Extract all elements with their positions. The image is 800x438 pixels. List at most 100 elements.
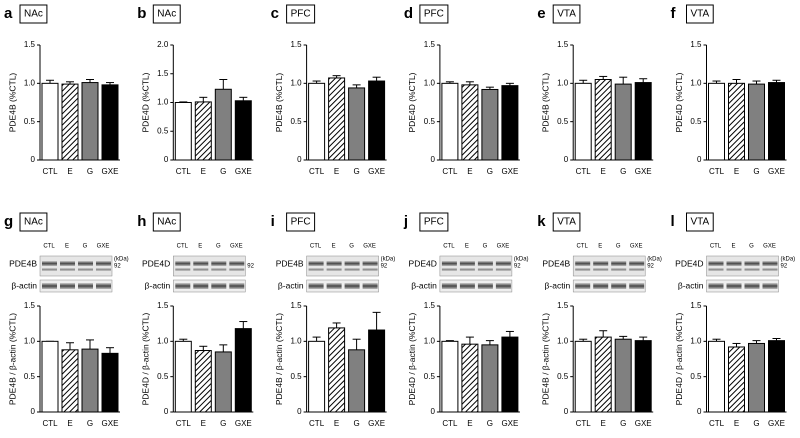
blot-frame — [39, 279, 113, 293]
y-tick-label: 2.0 — [157, 40, 169, 49]
blot-target: PDE4B — [542, 258, 570, 268]
x-tick-label: CTL — [576, 167, 592, 176]
lane-label: G — [749, 244, 754, 250]
x-tick-label: E — [334, 419, 339, 428]
bar — [214, 88, 232, 161]
actin-band — [593, 283, 609, 289]
bar — [214, 351, 232, 413]
region-box — [19, 212, 48, 232]
kda-label: (kDa) — [781, 257, 796, 263]
y-axis-label: PDE4D / β-actin (%CTL) — [141, 312, 151, 405]
y-tick-label: 0.5 — [690, 372, 702, 381]
blot-band — [726, 268, 742, 271]
bar — [81, 82, 99, 161]
region-label: VTA — [691, 9, 710, 20]
kda-label: (kDa) — [647, 257, 662, 263]
panel-letter: k — [537, 213, 546, 230]
panel-letter: h — [137, 213, 146, 230]
bar — [501, 336, 519, 413]
x-tick-label: G — [353, 419, 359, 428]
blot-band — [78, 268, 93, 271]
actin-band — [708, 283, 724, 289]
panel-letter: l — [671, 213, 675, 230]
region-label: VTA — [557, 9, 576, 20]
marker-label: 92 — [247, 264, 254, 270]
blot-band — [708, 268, 724, 271]
actin-band — [211, 283, 227, 289]
blot-band — [441, 268, 457, 271]
x-tick-label: CTL — [42, 419, 58, 428]
bar — [634, 340, 652, 413]
region-box — [552, 212, 581, 232]
y-axis-label: PDE4D / β-actin (%CTL) — [407, 312, 417, 405]
panel-letter: g — [4, 213, 13, 230]
lane-label: CTL — [710, 244, 722, 250]
blot-band — [42, 268, 57, 271]
blot-band — [575, 261, 591, 266]
region-label: PFC — [424, 9, 444, 20]
x-tick-label: G — [487, 167, 493, 176]
blot-band — [629, 261, 645, 266]
marker-label: 92 — [381, 264, 388, 270]
actin-band — [477, 283, 493, 289]
x-tick-label: G — [487, 419, 493, 428]
panel-letter: d — [404, 5, 413, 22]
region-box — [286, 212, 316, 232]
blot-band — [308, 268, 324, 271]
actin-band — [326, 283, 342, 289]
blot-band — [459, 261, 475, 266]
blot-band — [308, 261, 324, 266]
blot-band — [629, 268, 645, 271]
region-label: PFC — [291, 9, 311, 20]
blot-frame — [39, 255, 113, 277]
x-tick-label: CTL — [42, 167, 58, 176]
blot-frame — [706, 255, 779, 277]
lane-label: E — [198, 244, 202, 250]
y-axis-label: PDE4B (%CTL) — [274, 73, 284, 133]
lane-label: G — [483, 244, 488, 250]
x-tick-label: E — [201, 167, 206, 176]
panel-letter: j — [403, 213, 408, 230]
y-tick-label: 0.5 — [557, 372, 569, 381]
region-label: VTA — [691, 217, 710, 228]
bar — [441, 340, 459, 413]
lane-label: G — [216, 244, 221, 250]
actin-band — [495, 283, 511, 289]
y-tick-label: 1.5 — [24, 301, 36, 310]
y-axis-label: PDE4D / β-actin (%CTL) — [674, 312, 684, 405]
bar — [728, 82, 745, 161]
actin-band — [344, 283, 360, 289]
kda-label: (kDa) — [514, 257, 529, 263]
region-label: NAc — [24, 9, 43, 20]
y-axis-label: PDE4B / β-actin (%CTL) — [7, 313, 17, 405]
x-tick-label: G — [87, 419, 93, 428]
blot-target: PDE4D — [142, 258, 170, 268]
region-box — [552, 4, 581, 24]
marker-label: 92 — [647, 264, 654, 270]
y-tick-label: 1.5 — [424, 40, 436, 49]
x-tick-label: CTL — [176, 419, 192, 428]
region-box — [419, 212, 449, 232]
y-tick-label: 0 — [430, 155, 435, 164]
actin-band — [175, 283, 191, 289]
kda-label: (kDa) — [381, 257, 396, 263]
y-tick-label: 0.5 — [557, 117, 569, 126]
blot-band — [96, 261, 111, 266]
blot-frame — [706, 279, 779, 293]
x-tick-label: G — [620, 419, 626, 428]
x-tick-label: E — [201, 419, 206, 428]
x-tick-label: CTL — [309, 167, 325, 176]
bar — [194, 350, 212, 413]
y-axis-label: PDE4B (%CTL) — [7, 73, 17, 133]
blot-band — [60, 261, 75, 266]
blot-control: β-actin — [11, 280, 37, 290]
x-tick-label: G — [220, 419, 226, 428]
bar — [368, 329, 386, 413]
bar — [308, 82, 326, 161]
y-tick-label: 1.5 — [290, 301, 302, 310]
x-tick-label: GXE — [635, 419, 652, 428]
x-tick-label: GXE — [235, 167, 252, 176]
y-tick-label: 1.0 — [157, 98, 169, 107]
x-tick-label: CTL — [709, 419, 725, 428]
y-tick-label: 1.0 — [24, 336, 36, 345]
